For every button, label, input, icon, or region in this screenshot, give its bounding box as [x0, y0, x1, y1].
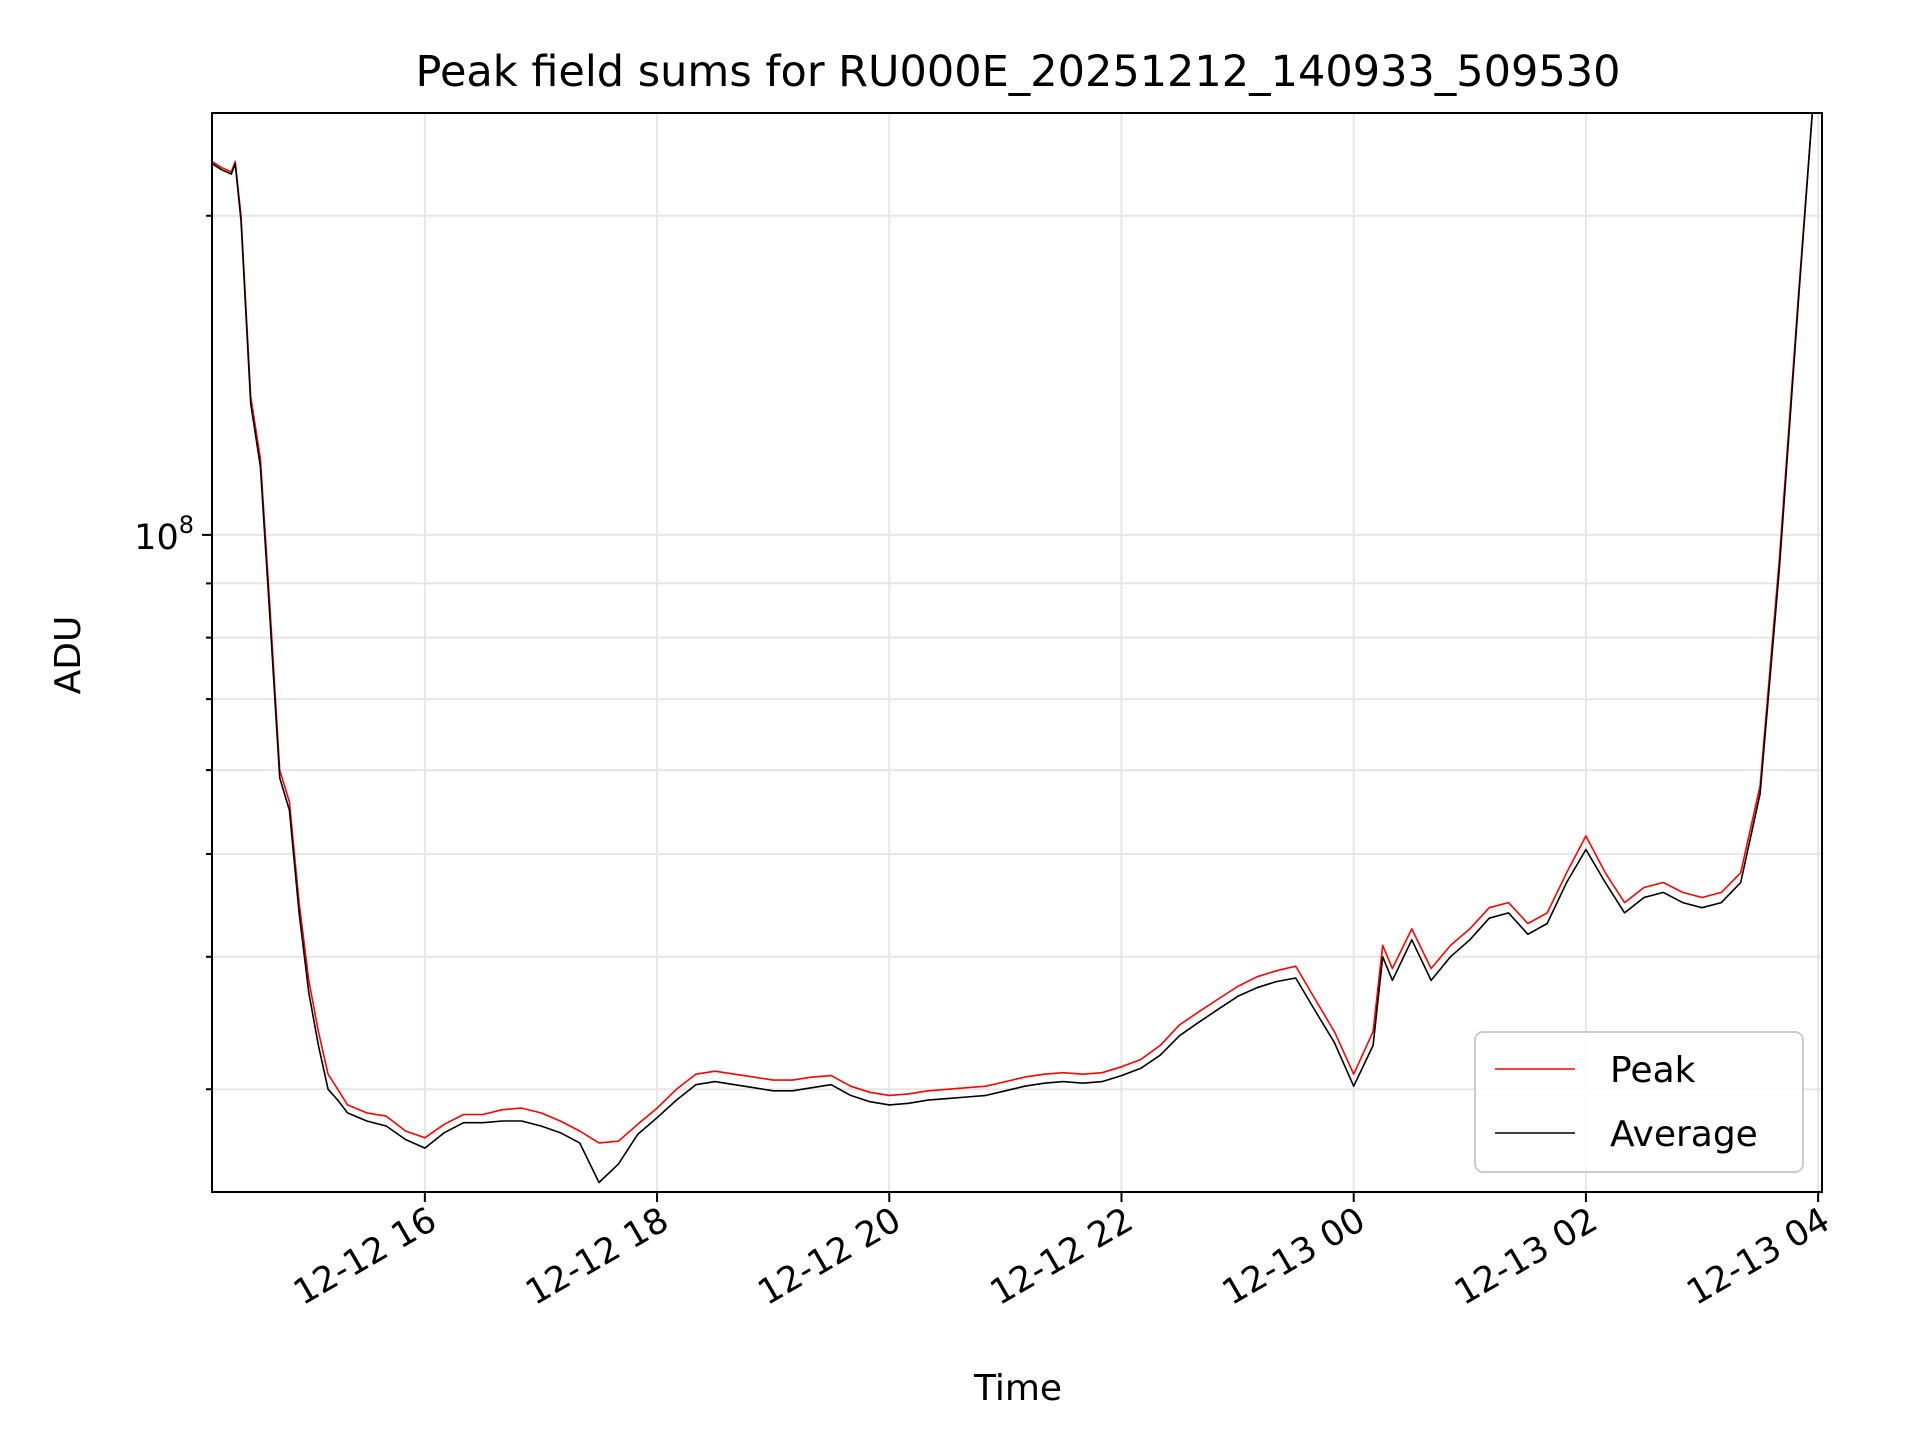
y-axis-ticks: 108: [134, 214, 212, 1091]
series-line-peak: [212, 113, 1814, 1144]
x-axis-label: Time: [973, 1368, 1062, 1409]
y-tick-label-base: 10: [134, 518, 179, 558]
legend-label-peak: Peak: [1610, 1050, 1696, 1091]
grid-lines: [212, 113, 1822, 1192]
plot-frame: [211, 112, 1823, 1193]
series-line-average: [212, 113, 1814, 1184]
series-lines: [212, 113, 1814, 1184]
legend: Peak Average: [1474, 1031, 1804, 1173]
legend-box: [1474, 1031, 1804, 1173]
legend-label-average: Average: [1610, 1114, 1758, 1155]
y-axis-label: ADU: [48, 616, 89, 695]
y-tick-label: 108: [134, 511, 194, 558]
y-tick-label-exponent: 8: [179, 511, 194, 539]
chart-title: Peak field sums for RU000E_20251212_1409…: [416, 47, 1621, 97]
